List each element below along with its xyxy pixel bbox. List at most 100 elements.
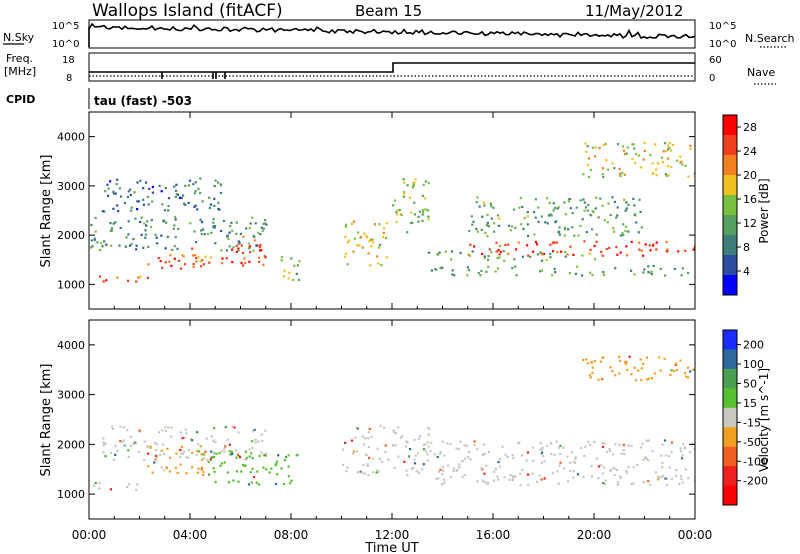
- velocity-cell: [379, 424, 382, 427]
- power-cell: [529, 255, 532, 258]
- velocity-cell: [406, 474, 409, 477]
- range-tick-label: 3000: [57, 180, 85, 193]
- velocity-cell: [672, 369, 676, 372]
- power-cell: [466, 266, 470, 269]
- velocity-axis-ticks: 1000 2000 3000 4000: [57, 339, 695, 501]
- power-cell: [549, 256, 552, 259]
- power-cell: [160, 234, 163, 237]
- velocity-cell: [601, 378, 604, 381]
- velocity-cell: [197, 443, 200, 446]
- velocity-cell: [341, 463, 345, 466]
- power-cell: [235, 250, 238, 253]
- power-cell: [591, 273, 594, 277]
- velocity-cell: [184, 428, 187, 431]
- power-cell: [681, 267, 684, 270]
- power-cell: [483, 257, 486, 260]
- velocity-cell: [426, 459, 429, 462]
- velocity-cell: [678, 483, 681, 486]
- power-cell: [621, 145, 624, 148]
- velocity-cell: [597, 378, 600, 381]
- velocity-colorbar-swatch: [723, 485, 737, 506]
- velocity-colorbar-frame: [722, 329, 738, 506]
- power-cell: [145, 224, 148, 227]
- power-cell: [589, 248, 592, 251]
- velocity-cell: [387, 458, 390, 461]
- power-cell: [403, 192, 406, 195]
- power-cell: [643, 268, 646, 271]
- velocity-cell: [441, 440, 444, 443]
- range-tick-label: 4000: [57, 131, 85, 144]
- velocity-cell: [636, 463, 639, 466]
- nsky-trace: [88, 22, 696, 47]
- power-cell: [643, 149, 646, 152]
- velocity-cell: [441, 466, 445, 469]
- velocity-cell: [670, 441, 674, 444]
- power-cell: [472, 220, 475, 223]
- power-cell: [238, 242, 241, 245]
- power-cell: [206, 232, 210, 235]
- power-cell: [140, 216, 143, 219]
- velocity-cell: [624, 363, 628, 366]
- velocity-cell: [368, 427, 371, 430]
- power-cell: [219, 183, 222, 186]
- velocity-cell: [665, 477, 668, 480]
- velocity-cell: [602, 481, 605, 485]
- power-heatmap: [89, 141, 695, 283]
- power-cell: [116, 276, 119, 279]
- velocity-cell: [356, 427, 359, 430]
- power-cell: [665, 240, 668, 244]
- power-cell: [486, 235, 489, 238]
- power-cell: [553, 267, 556, 270]
- power-cell: [615, 245, 618, 249]
- power-cell: [199, 191, 202, 195]
- velocity-cell: [287, 454, 290, 457]
- power-cell: [248, 227, 251, 230]
- power-cell: [655, 248, 658, 251]
- power-cell: [467, 253, 470, 256]
- velocity-cell: [235, 470, 239, 473]
- power-cell: [490, 251, 493, 254]
- velocity-cell: [458, 466, 461, 469]
- velocity-cell: [498, 465, 501, 468]
- power-cell: [182, 194, 185, 197]
- power-cell: [567, 200, 570, 203]
- velocity-cell: [352, 452, 355, 455]
- power-cell: [114, 221, 117, 224]
- power-cell: [177, 227, 180, 231]
- power-cell: [137, 200, 140, 203]
- power-cell: [213, 184, 216, 188]
- power-cell: [693, 172, 695, 175]
- power-cell: [226, 234, 229, 237]
- power-cell: [180, 196, 183, 200]
- power-cell: [693, 245, 695, 248]
- power-cell: [191, 247, 194, 250]
- power-cell: [125, 236, 128, 239]
- velocity-cell: [233, 426, 236, 429]
- power-cell: [402, 178, 405, 181]
- freq-dips: [161, 72, 226, 79]
- velocity-cell: [645, 439, 648, 442]
- velocity-cell: [487, 481, 490, 484]
- power-cell: [193, 205, 196, 208]
- power-cell: [601, 173, 604, 176]
- velocity-cell: [154, 458, 157, 461]
- velocity-cell: [224, 445, 227, 448]
- power-cell: [251, 216, 254, 219]
- velocity-cell: [467, 456, 470, 459]
- power-cell: [498, 217, 501, 220]
- velocity-cell: [403, 460, 406, 463]
- power-cell: [647, 271, 650, 274]
- velocity-cell: [197, 450, 201, 453]
- velocity-cell: [519, 484, 522, 487]
- velocity-cell: [557, 482, 560, 485]
- power-cell: [542, 252, 545, 255]
- velocity-cell: [567, 480, 570, 483]
- velocity-cell: [265, 452, 268, 455]
- power-cell: [539, 251, 542, 254]
- velocity-cell: [409, 448, 412, 451]
- power-cell: [594, 146, 597, 149]
- velocity-cell: [350, 439, 354, 442]
- power-cell: [544, 221, 547, 224]
- power-cell: [583, 240, 586, 243]
- velocity-cell: [587, 440, 590, 443]
